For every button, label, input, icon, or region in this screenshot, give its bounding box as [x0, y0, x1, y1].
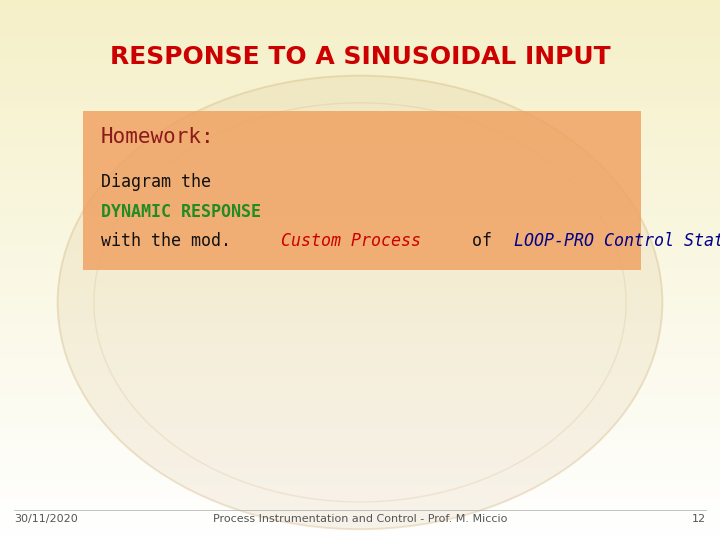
- Text: Process Instrumentation and Control - Prof. M. Miccio: Process Instrumentation and Control - Pr…: [213, 515, 507, 524]
- Text: of: of: [462, 232, 502, 250]
- Text: RESPONSE TO A SINUSOIDAL INPUT: RESPONSE TO A SINUSOIDAL INPUT: [109, 45, 611, 69]
- FancyBboxPatch shape: [83, 111, 641, 270]
- Circle shape: [58, 76, 662, 529]
- Text: LOOP-PRO Control Station: LOOP-PRO Control Station: [513, 232, 720, 250]
- Text: Diagram the: Diagram the: [101, 173, 211, 191]
- Text: 12: 12: [691, 515, 706, 524]
- Text: Homework:: Homework:: [101, 127, 215, 147]
- Text: 30/11/2020: 30/11/2020: [14, 515, 78, 524]
- Text: with the mod.: with the mod.: [101, 232, 240, 250]
- Text: Custom Process: Custom Process: [282, 232, 421, 250]
- Text: DYNAMIC RESPONSE: DYNAMIC RESPONSE: [101, 202, 261, 220]
